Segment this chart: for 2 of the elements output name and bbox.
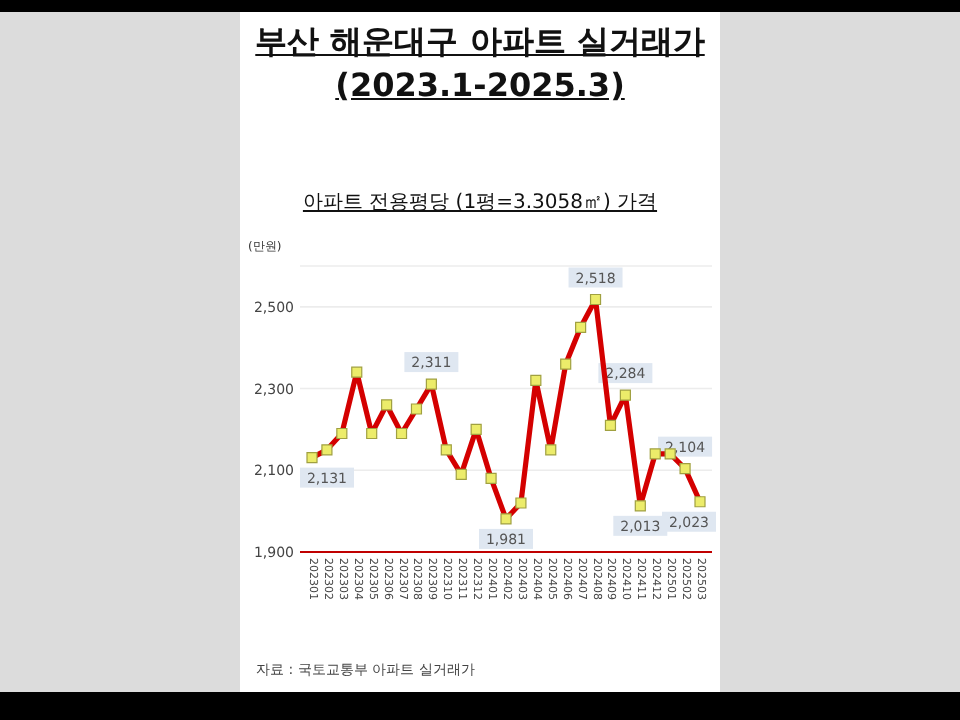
chart-subtitle: 아파트 전용평당 (1평=3.3058㎡) 가격 (300, 190, 660, 216)
chart-title: 부산 해운대구 아파트 실거래가 (2023.1-2025.3) (253, 20, 707, 108)
